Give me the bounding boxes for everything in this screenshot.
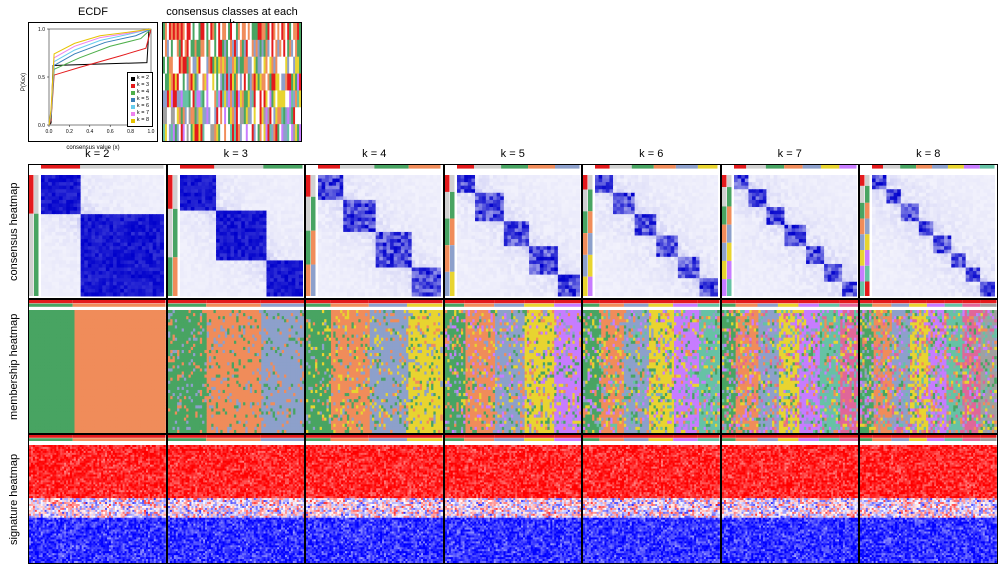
membership-heatmap-k3 [167, 299, 306, 434]
consensus-heatmap-k5 [444, 164, 583, 299]
consensus-heatmap-k3 [167, 164, 306, 299]
membership-heatmap-k4 [305, 299, 444, 434]
svg-text:0.8: 0.8 [127, 129, 134, 135]
ecdf-ylabel: P(X≤x) [21, 73, 27, 91]
membership-heatmap-k7 [721, 299, 860, 434]
svg-text:1.0: 1.0 [38, 27, 45, 33]
membership-heatmap-k5 [444, 299, 583, 434]
svg-text:0.0: 0.0 [46, 129, 53, 135]
signature-heatmap-k4 [305, 434, 444, 564]
membership-heatmap-k8 [859, 299, 998, 434]
consensus-classes-panel [162, 22, 302, 142]
svg-text:0.6: 0.6 [107, 129, 114, 135]
consensus-heatmap-k6 [582, 164, 721, 299]
svg-text:0.5: 0.5 [38, 75, 45, 81]
signature-heatmap-k6 [582, 434, 721, 564]
svg-text:1.0: 1.0 [148, 129, 155, 135]
k-label-6: k = 6 [582, 148, 721, 160]
signature-heatmap-k5 [444, 434, 583, 564]
consensus-heatmap-k8 [859, 164, 998, 299]
k-label-7: k = 7 [721, 148, 860, 160]
k-label-3: k = 3 [167, 148, 306, 160]
svg-text:0.4: 0.4 [86, 129, 93, 135]
k-label-2: k = 2 [28, 148, 167, 160]
svg-text:0.2: 0.2 [66, 129, 73, 135]
signature-heatmap-k2 [28, 434, 167, 564]
signature-heatmap-k3 [167, 434, 306, 564]
signature-heatmap-k7 [721, 434, 860, 564]
k-label-4: k = 4 [305, 148, 444, 160]
row-label-signature: signature heatmap [8, 434, 20, 564]
svg-text:0.0: 0.0 [38, 123, 45, 129]
consensus-heatmap-k2 [28, 164, 167, 299]
row-label-consensus: consensus heatmap [8, 164, 20, 299]
row-label-membership: membership heatmap [8, 299, 20, 434]
membership-heatmap-k2 [28, 299, 167, 434]
signature-heatmap-k8 [859, 434, 998, 564]
ecdf-plot: 0.0 0.2 0.4 0.6 0.8 1.0 0.0 0.5 1.0 k = 2k = 3k … [28, 22, 158, 142]
consensus-heatmap-k4 [305, 164, 444, 299]
consensus-heatmap-k7 [721, 164, 860, 299]
membership-heatmap-k6 [582, 299, 721, 434]
ecdf-legend: k = 2k = 3k = 4k = 5k = 6k = 7k = 8 [127, 72, 153, 127]
k-label-8: k = 8 [859, 148, 998, 160]
k-label-5: k = 5 [444, 148, 583, 160]
